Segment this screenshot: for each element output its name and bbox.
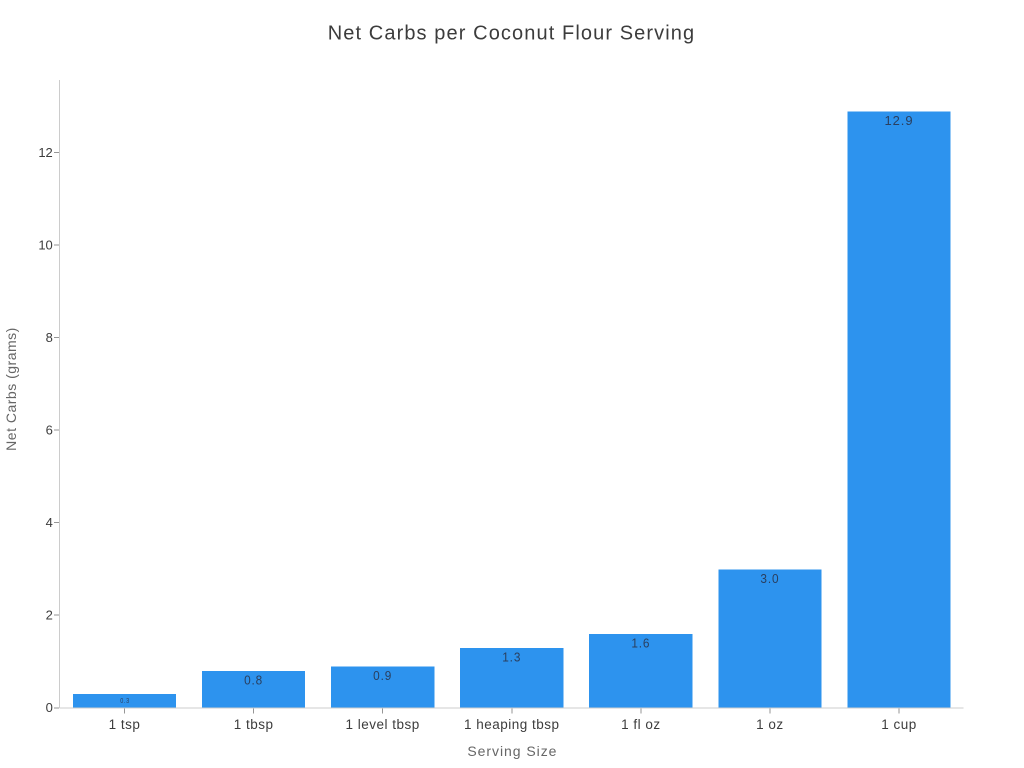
svg-text:Net Carbs per Coconut Flour Se: Net Carbs per Coconut Flour Serving [328, 23, 696, 45]
svg-text:0.8: 0.8 [244, 674, 263, 688]
svg-text:1 fl oz: 1 fl oz [621, 717, 661, 732]
svg-text:0.9: 0.9 [373, 669, 392, 683]
svg-text:12.9: 12.9 [885, 114, 914, 128]
svg-text:0.3: 0.3 [120, 696, 130, 705]
svg-text:3.0: 3.0 [760, 572, 779, 586]
svg-text:8: 8 [46, 330, 53, 345]
svg-text:1.3: 1.3 [502, 651, 521, 665]
svg-text:0: 0 [46, 700, 53, 715]
svg-text:Serving Size: Serving Size [467, 743, 557, 759]
svg-text:1 cup: 1 cup [881, 717, 917, 732]
svg-text:2: 2 [46, 608, 53, 623]
svg-text:1 tsp: 1 tsp [109, 717, 141, 732]
svg-text:12: 12 [38, 145, 52, 160]
svg-text:4: 4 [46, 515, 53, 530]
svg-text:1.6: 1.6 [631, 637, 650, 651]
svg-text:1 oz: 1 oz [756, 717, 784, 732]
svg-text:Net Carbs (grams): Net Carbs (grams) [3, 327, 19, 451]
svg-text:6: 6 [46, 423, 53, 438]
svg-text:1 tbsp: 1 tbsp [234, 717, 274, 732]
svg-text:1 heaping tbsp: 1 heaping tbsp [464, 717, 560, 732]
svg-text:1 level tbsp: 1 level tbsp [346, 717, 420, 732]
svg-text:10: 10 [38, 238, 52, 253]
